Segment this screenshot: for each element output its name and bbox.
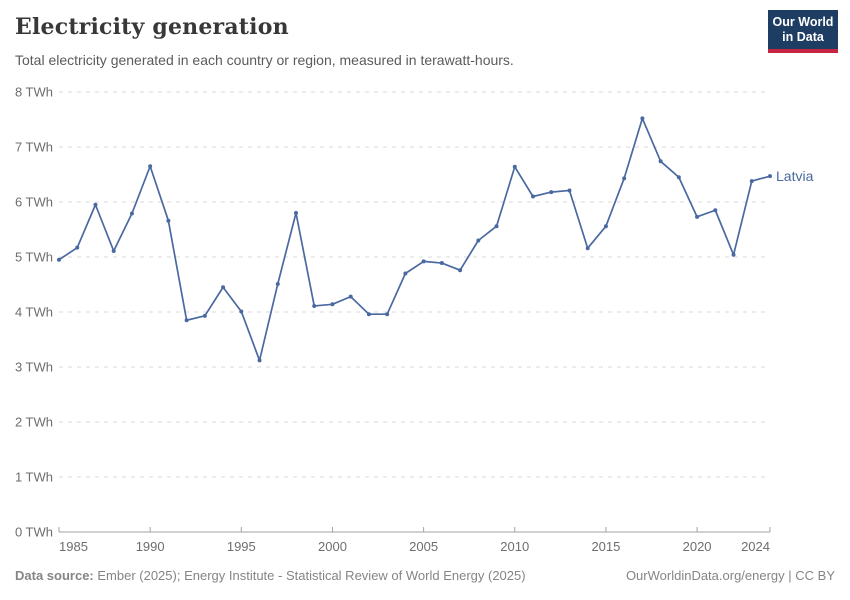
data-point[interactable] (494, 224, 499, 229)
data-point[interactable] (202, 313, 207, 318)
x-axis-tick-label: 2005 (409, 539, 438, 554)
data-point[interactable] (585, 246, 590, 251)
data-point[interactable] (676, 175, 681, 180)
data-point[interactable] (148, 164, 153, 169)
owid-logo[interactable]: Our World in Data (768, 10, 838, 53)
data-source-link[interactable]: Ember (2025); Energy Institute - Statist… (93, 568, 526, 583)
data-point[interactable] (166, 218, 171, 223)
owid-logo-red-bar (768, 49, 838, 53)
x-axis-tick-label: 2010 (500, 539, 529, 554)
data-point[interactable] (312, 303, 317, 308)
x-axis-tick-label: 1995 (227, 539, 256, 554)
data-point[interactable] (421, 259, 426, 264)
data-point[interactable] (129, 211, 134, 216)
data-source-label: Data source: (15, 568, 94, 583)
x-axis-tick-label: 2020 (683, 539, 712, 554)
x-axis-tick-label: 2024 (741, 539, 770, 554)
y-axis-tick-label: 0 TWh (15, 525, 53, 540)
data-point[interactable] (330, 302, 335, 307)
y-axis-tick-label: 6 TWh (15, 195, 53, 210)
data-point[interactable] (640, 116, 645, 121)
data-point[interactable] (549, 190, 554, 195)
y-axis-tick-label: 4 TWh (15, 305, 53, 320)
data-point[interactable] (658, 159, 663, 164)
data-point[interactable] (713, 208, 718, 213)
series-label[interactable]: Latvia (776, 168, 814, 184)
data-point[interactable] (749, 179, 754, 184)
y-axis-tick-label: 2 TWh (15, 415, 53, 430)
data-point[interactable] (695, 214, 700, 219)
data-point[interactable] (366, 312, 371, 317)
data-point[interactable] (385, 312, 390, 317)
owid-url-link[interactable]: OurWorldinData.org/energy | CC BY (625, 568, 835, 583)
x-axis-tick-label: 2000 (318, 539, 347, 554)
owid-logo-text: Our World in Data (768, 10, 838, 49)
y-axis-tick-label: 7 TWh (15, 140, 53, 155)
x-axis-tick-label: 1985 (59, 539, 88, 554)
y-axis-tick-label: 1 TWh (15, 470, 53, 485)
data-point[interactable] (275, 281, 280, 286)
series-line[interactable] (58, 117, 771, 362)
data-source-note: Data source: Ember (2025); Energy Instit… (15, 568, 526, 583)
data-point[interactable] (75, 245, 80, 250)
x-axis-tick-label: 2015 (591, 539, 620, 554)
y-axis-tick-label: 8 TWh (15, 85, 53, 100)
data-point[interactable] (239, 309, 244, 314)
data-point[interactable] (567, 188, 572, 193)
data-point[interactable] (603, 224, 608, 229)
data-point[interactable] (111, 248, 116, 253)
page-title: Electricity generation (15, 14, 289, 40)
data-point[interactable] (294, 211, 298, 215)
chart-footer: Data source: Ember (2025); Energy Instit… (15, 568, 835, 583)
data-point[interactable] (622, 176, 627, 181)
data-point[interactable] (439, 261, 444, 266)
data-point[interactable] (458, 268, 463, 273)
data-point[interactable] (348, 294, 353, 299)
data-point[interactable] (257, 358, 262, 363)
data-point[interactable] (403, 271, 408, 276)
y-axis-tick-label: 3 TWh (15, 360, 53, 375)
data-point[interactable] (184, 318, 189, 323)
data-point[interactable] (768, 174, 772, 179)
data-point[interactable] (221, 285, 226, 290)
data-point[interactable] (531, 194, 535, 199)
data-point[interactable] (57, 257, 61, 262)
chart-subtitle: Total electricity generated in each coun… (15, 52, 514, 68)
x-axis-tick-label: 1990 (136, 539, 165, 554)
data-point[interactable] (93, 202, 98, 207)
y-axis-tick-label: 5 TWh (15, 250, 53, 265)
data-point[interactable] (512, 164, 517, 169)
data-point[interactable] (731, 252, 736, 257)
data-point[interactable] (476, 238, 481, 243)
